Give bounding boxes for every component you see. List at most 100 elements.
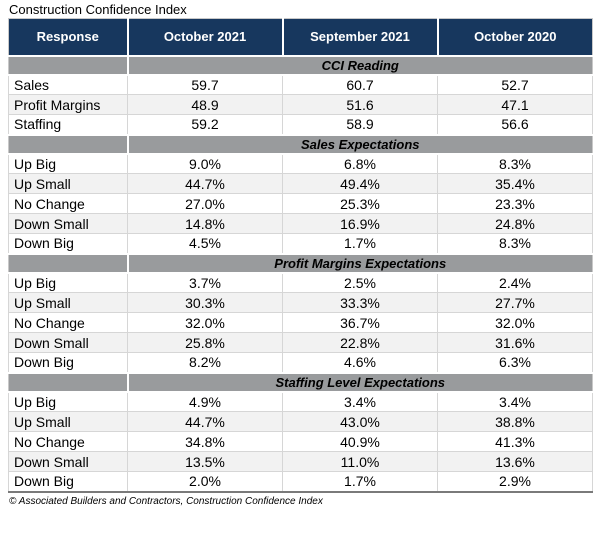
data-cell: 2.0%: [127, 471, 283, 492]
page-title: Construction Confidence Index: [9, 2, 187, 17]
data-cell: 16.9%: [282, 213, 438, 234]
row-label: Down Big: [8, 352, 128, 373]
row-label: Up Small: [8, 411, 128, 432]
section-header-row: CCI Reading: [8, 54, 593, 76]
data-cell: 40.9%: [282, 431, 438, 452]
data-cell: 22.8%: [282, 332, 438, 353]
table-row: Up Small 30.3% 33.3% 27.7%: [8, 292, 593, 313]
section-title: Profit Margins Expectations: [126, 252, 593, 274]
data-cell: 2.5%: [282, 272, 438, 293]
section-spacer-cell: [8, 54, 128, 76]
table-row: Up Small 44.7% 49.4% 35.4%: [8, 173, 593, 194]
table-row: Up Big 4.9% 3.4% 3.4%: [8, 391, 593, 412]
section-header-row: Staffing Level Expectations: [8, 371, 593, 393]
column-header-sep-2021: September 2021: [281, 18, 438, 56]
data-cell: 8.2%: [127, 352, 283, 373]
data-cell: 8.3%: [437, 233, 593, 254]
data-cell: 44.7%: [127, 411, 283, 432]
data-cell: 51.6: [282, 94, 438, 115]
row-label: Sales: [8, 74, 128, 95]
table-row: No Change 27.0% 25.3% 23.3%: [8, 193, 593, 214]
section-spacer-cell: [8, 252, 128, 274]
data-cell: 35.4%: [437, 173, 593, 194]
page: Construction Confidence Index Response O…: [8, 2, 593, 507]
data-cell: 3.4%: [437, 391, 593, 412]
data-cell: 32.0%: [127, 312, 283, 333]
data-cell: 38.8%: [437, 411, 593, 432]
table-row: No Change 32.0% 36.7% 32.0%: [8, 312, 593, 333]
data-cell: 1.7%: [282, 233, 438, 254]
data-cell: 9.0%: [127, 153, 283, 174]
data-cell: 56.6: [437, 114, 593, 135]
row-label: No Change: [8, 431, 128, 452]
section-title: Staffing Level Expectations: [126, 371, 593, 393]
section-title: CCI Reading: [126, 54, 593, 76]
data-cell: 6.8%: [282, 153, 438, 174]
data-cell: 14.8%: [127, 213, 283, 234]
data-cell: 59.7: [127, 74, 283, 95]
table-row: Down Big 4.5% 1.7% 8.3%: [8, 233, 593, 254]
data-cell: 2.9%: [437, 471, 593, 492]
data-cell: 36.7%: [282, 312, 438, 333]
data-cell: 25.8%: [127, 332, 283, 353]
row-label: Up Small: [8, 173, 128, 194]
data-cell: 4.5%: [127, 233, 283, 254]
row-label: Up Small: [8, 292, 128, 313]
data-cell: 25.3%: [282, 193, 438, 214]
data-cell: 6.3%: [437, 352, 593, 373]
data-cell: 59.2: [127, 114, 283, 135]
data-cell: 52.7: [437, 74, 593, 95]
row-label: Down Big: [8, 233, 128, 254]
data-cell: 27.0%: [127, 193, 283, 214]
data-cell: 11.0%: [282, 451, 438, 472]
table-row: Sales 59.7 60.7 52.7: [8, 74, 593, 95]
row-label: Down Small: [8, 332, 128, 353]
data-cell: 1.7%: [282, 471, 438, 492]
data-cell: 49.4%: [282, 173, 438, 194]
section-spacer-cell: [8, 133, 128, 155]
cci-table: Response October 2021 September 2021 Oct…: [8, 18, 593, 493]
data-cell: 3.4%: [282, 391, 438, 412]
data-cell: 8.3%: [437, 153, 593, 174]
data-cell: 4.6%: [282, 352, 438, 373]
data-cell: 24.8%: [437, 213, 593, 234]
data-cell: 60.7: [282, 74, 438, 95]
data-cell: 48.9: [127, 94, 283, 115]
data-cell: 33.3%: [282, 292, 438, 313]
row-label: No Change: [8, 312, 128, 333]
data-cell: 47.1: [437, 94, 593, 115]
section-title: Sales Expectations: [126, 133, 593, 155]
header-row: Response October 2021 September 2021 Oct…: [8, 18, 593, 56]
data-cell: 31.6%: [437, 332, 593, 353]
column-header-oct-2020: October 2020: [436, 18, 593, 56]
row-label: Staffing: [8, 114, 128, 135]
row-label: Profit Margins: [8, 94, 128, 115]
data-cell: 13.5%: [127, 451, 283, 472]
row-label: Down Big: [8, 471, 128, 492]
source-note: © Associated Builders and Contractors, C…: [9, 495, 323, 507]
table-row: Staffing 59.2 58.9 56.6: [8, 114, 593, 135]
table-row: Down Small 14.8% 16.9% 24.8%: [8, 213, 593, 234]
row-label: Up Big: [8, 391, 128, 412]
table-row: Up Big 9.0% 6.8% 8.3%: [8, 153, 593, 174]
row-label: Down Small: [8, 451, 128, 472]
row-label: Up Big: [8, 153, 128, 174]
data-cell: 27.7%: [437, 292, 593, 313]
data-cell: 23.3%: [437, 193, 593, 214]
section-header-row: Profit Margins Expectations: [8, 252, 593, 274]
row-label: No Change: [8, 193, 128, 214]
data-cell: 34.8%: [127, 431, 283, 452]
data-cell: 32.0%: [437, 312, 593, 333]
table-row: Down Big 8.2% 4.6% 6.3%: [8, 352, 593, 373]
table-row: Down Small 25.8% 22.8% 31.6%: [8, 332, 593, 353]
data-cell: 43.0%: [282, 411, 438, 432]
data-cell: 4.9%: [127, 391, 283, 412]
row-label: Down Small: [8, 213, 128, 234]
table-row: No Change 34.8% 40.9% 41.3%: [8, 431, 593, 452]
table-row: Down Big 2.0% 1.7% 2.9%: [8, 471, 593, 492]
table-row: Profit Margins 48.9 51.6 47.1: [8, 94, 593, 115]
row-label: Up Big: [8, 272, 128, 293]
table-row: Up Big 3.7% 2.5% 2.4%: [8, 272, 593, 293]
data-cell: 3.7%: [127, 272, 283, 293]
data-cell: 44.7%: [127, 173, 283, 194]
